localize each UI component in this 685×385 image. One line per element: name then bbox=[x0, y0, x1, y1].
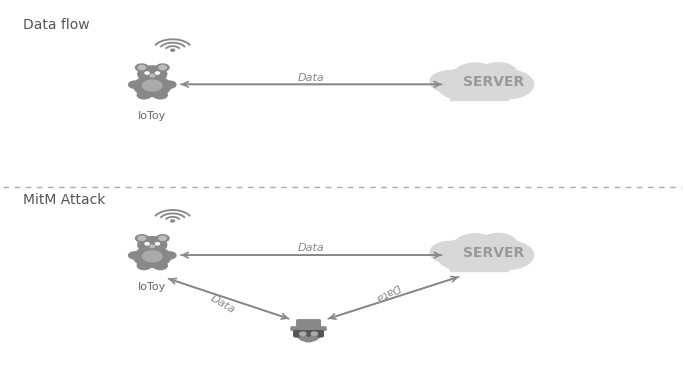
Circle shape bbox=[136, 235, 148, 242]
FancyBboxPatch shape bbox=[449, 255, 508, 271]
Circle shape bbox=[430, 241, 469, 263]
FancyBboxPatch shape bbox=[291, 327, 326, 330]
Circle shape bbox=[483, 241, 534, 270]
Text: IoToy: IoToy bbox=[138, 282, 166, 292]
Circle shape bbox=[296, 326, 321, 341]
Circle shape bbox=[129, 81, 141, 88]
Circle shape bbox=[455, 234, 495, 256]
Circle shape bbox=[159, 65, 166, 70]
Circle shape bbox=[309, 336, 317, 341]
FancyBboxPatch shape bbox=[449, 84, 508, 100]
Circle shape bbox=[136, 64, 148, 71]
Circle shape bbox=[303, 335, 314, 342]
Text: Data: Data bbox=[298, 243, 325, 253]
Circle shape bbox=[145, 72, 149, 74]
Circle shape bbox=[483, 70, 534, 99]
Circle shape bbox=[159, 236, 166, 240]
Text: SERVER: SERVER bbox=[463, 246, 525, 260]
Circle shape bbox=[437, 69, 493, 100]
Circle shape bbox=[142, 251, 162, 262]
Circle shape bbox=[137, 262, 151, 270]
FancyBboxPatch shape bbox=[294, 331, 323, 337]
Circle shape bbox=[156, 64, 169, 71]
Circle shape bbox=[465, 238, 510, 264]
Circle shape bbox=[145, 243, 149, 245]
Circle shape bbox=[150, 245, 155, 248]
Circle shape bbox=[299, 332, 306, 336]
Text: Data: Data bbox=[373, 281, 401, 303]
Circle shape bbox=[138, 236, 146, 240]
Circle shape bbox=[150, 74, 155, 77]
Circle shape bbox=[430, 71, 469, 92]
Circle shape bbox=[163, 252, 176, 259]
Circle shape bbox=[163, 81, 176, 88]
Circle shape bbox=[137, 91, 151, 99]
Circle shape bbox=[138, 65, 146, 70]
Circle shape bbox=[156, 235, 169, 242]
Circle shape bbox=[138, 237, 166, 253]
Circle shape bbox=[155, 243, 160, 245]
Circle shape bbox=[155, 72, 160, 74]
Circle shape bbox=[134, 247, 171, 267]
Circle shape bbox=[479, 233, 517, 255]
Circle shape bbox=[129, 252, 141, 259]
Circle shape bbox=[153, 262, 167, 270]
Circle shape bbox=[465, 67, 510, 93]
Circle shape bbox=[138, 66, 166, 82]
FancyBboxPatch shape bbox=[297, 320, 321, 328]
Circle shape bbox=[479, 63, 517, 84]
Circle shape bbox=[142, 80, 162, 91]
Text: MitM Attack: MitM Attack bbox=[23, 192, 105, 206]
Text: IoToy: IoToy bbox=[138, 111, 166, 121]
Circle shape bbox=[437, 239, 493, 271]
Circle shape bbox=[300, 336, 308, 341]
Text: Data: Data bbox=[208, 293, 236, 316]
Circle shape bbox=[311, 332, 317, 336]
Circle shape bbox=[134, 76, 171, 97]
Circle shape bbox=[153, 91, 167, 99]
Circle shape bbox=[171, 49, 175, 51]
Text: SERVER: SERVER bbox=[463, 75, 525, 89]
Circle shape bbox=[455, 63, 495, 86]
Text: Data: Data bbox=[298, 72, 325, 82]
Circle shape bbox=[171, 220, 175, 222]
Text: Data flow: Data flow bbox=[23, 18, 90, 32]
